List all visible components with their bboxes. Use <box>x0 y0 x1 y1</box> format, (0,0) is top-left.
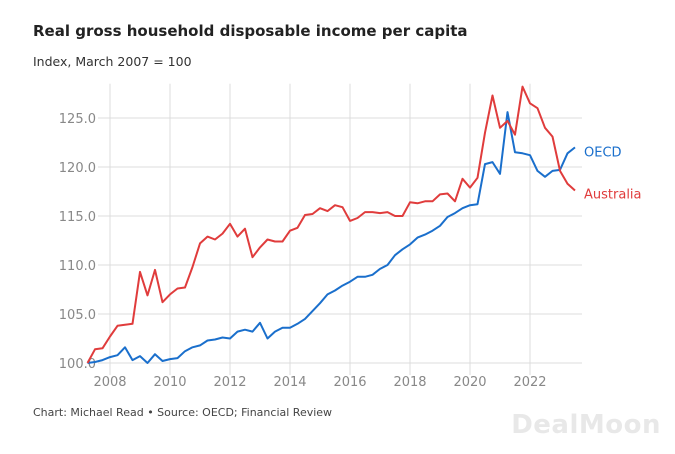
x-tick-label: 2014 <box>273 375 306 390</box>
series-line-oecd <box>87 111 576 364</box>
chart-subtitle: Index, March 2007 = 100 <box>33 54 192 69</box>
y-tick-label: 125.0 <box>59 112 96 127</box>
x-tick-label: 2022 <box>513 375 546 390</box>
x-tick-label: 2016 <box>333 375 366 390</box>
series-label-australia: Australia <box>584 187 642 202</box>
chart-title: Real gross household disposable income p… <box>33 22 468 40</box>
x-tick-label: 2018 <box>393 375 426 390</box>
y-tick-label: 105.0 <box>59 308 96 323</box>
series-label-oecd: OECD <box>584 145 622 160</box>
y-tick-label: 120.0 <box>59 161 96 176</box>
watermark-logo: DealMoon <box>511 410 661 440</box>
y-tick-label: 100.0 <box>59 357 96 372</box>
x-tick-label: 2008 <box>93 375 126 390</box>
series-line-australia <box>86 85 576 364</box>
chart-source: Chart: Michael Read • Source: OECD; Fina… <box>33 406 333 419</box>
x-tick-label: 2020 <box>453 375 486 390</box>
y-tick-label: 110.0 <box>59 259 96 274</box>
y-tick-label: 115.0 <box>59 210 96 225</box>
x-tick-label: 2010 <box>153 375 186 390</box>
x-tick-label: 2012 <box>213 375 246 390</box>
